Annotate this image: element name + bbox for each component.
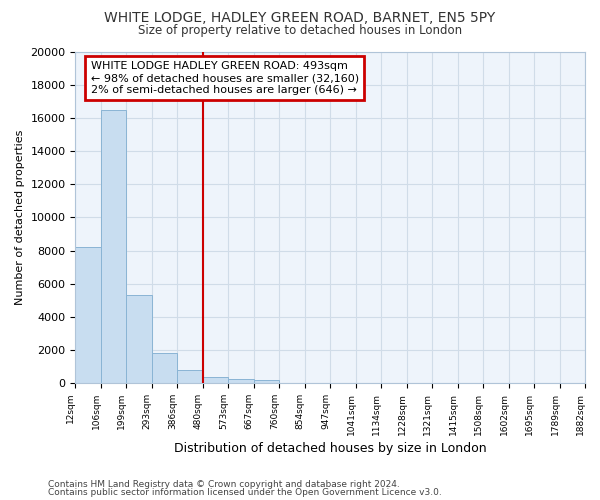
Bar (254, 380, 279, 383)
Bar (76, 247, 101, 383)
X-axis label: Distribution of detached houses by size in London: Distribution of detached houses by size … (174, 442, 487, 455)
Text: WHITE LODGE HADLEY GREEN ROAD: 493sqm
← 98% of detached houses are smaller (32,1: WHITE LODGE HADLEY GREEN ROAD: 493sqm ← … (91, 62, 359, 94)
Text: Size of property relative to detached houses in London: Size of property relative to detached ho… (138, 24, 462, 37)
Bar (152, 354, 178, 383)
Text: Contains public sector information licensed under the Open Government Licence v3: Contains public sector information licen… (48, 488, 442, 497)
Bar (228, 379, 254, 383)
Bar (203, 378, 228, 383)
Bar (178, 370, 203, 383)
Y-axis label: Number of detached properties: Number of detached properties (15, 130, 25, 305)
Text: Contains HM Land Registry data © Crown copyright and database right 2024.: Contains HM Land Registry data © Crown c… (48, 480, 400, 489)
Bar (101, 110, 127, 383)
Bar (127, 296, 152, 383)
Text: WHITE LODGE, HADLEY GREEN ROAD, BARNET, EN5 5PY: WHITE LODGE, HADLEY GREEN ROAD, BARNET, … (104, 11, 496, 25)
